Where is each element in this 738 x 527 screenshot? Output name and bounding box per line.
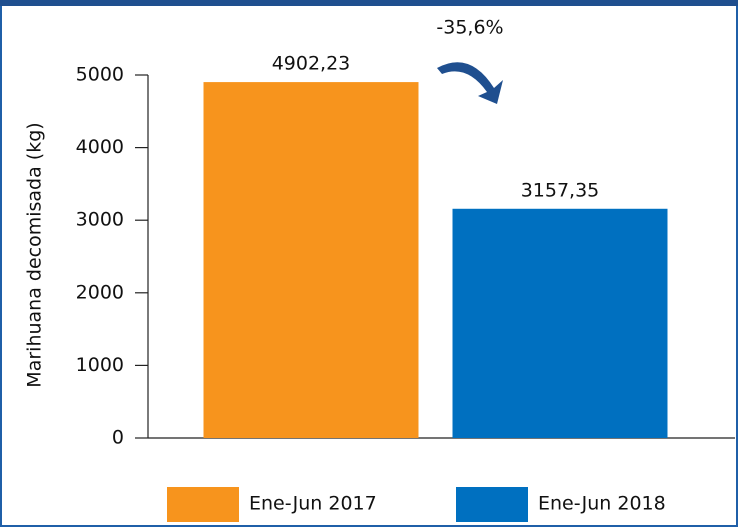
y-tick-label: 1000 xyxy=(76,354,124,376)
legend-label: Ene-Jun 2017 xyxy=(249,493,377,515)
legend-swatch xyxy=(167,487,239,522)
y-tick-label: 2000 xyxy=(76,281,124,303)
y-tick-label: 4000 xyxy=(76,136,124,158)
annotation: -35,6% xyxy=(436,17,503,39)
legend-swatch xyxy=(456,487,528,522)
y-tick-label: 3000 xyxy=(76,209,124,231)
y-axis-label: Marihuana decomisada (kg) xyxy=(24,122,46,387)
value-label: 3157,35 xyxy=(521,179,600,201)
arrow xyxy=(437,62,503,104)
value-label: 4902,23 xyxy=(272,53,351,75)
bar xyxy=(452,208,668,438)
bar xyxy=(203,82,419,439)
y-tick-label: 5000 xyxy=(76,64,124,86)
legend-label: Ene-Jun 2018 xyxy=(538,493,666,515)
y-tick-label: 0 xyxy=(112,427,124,449)
